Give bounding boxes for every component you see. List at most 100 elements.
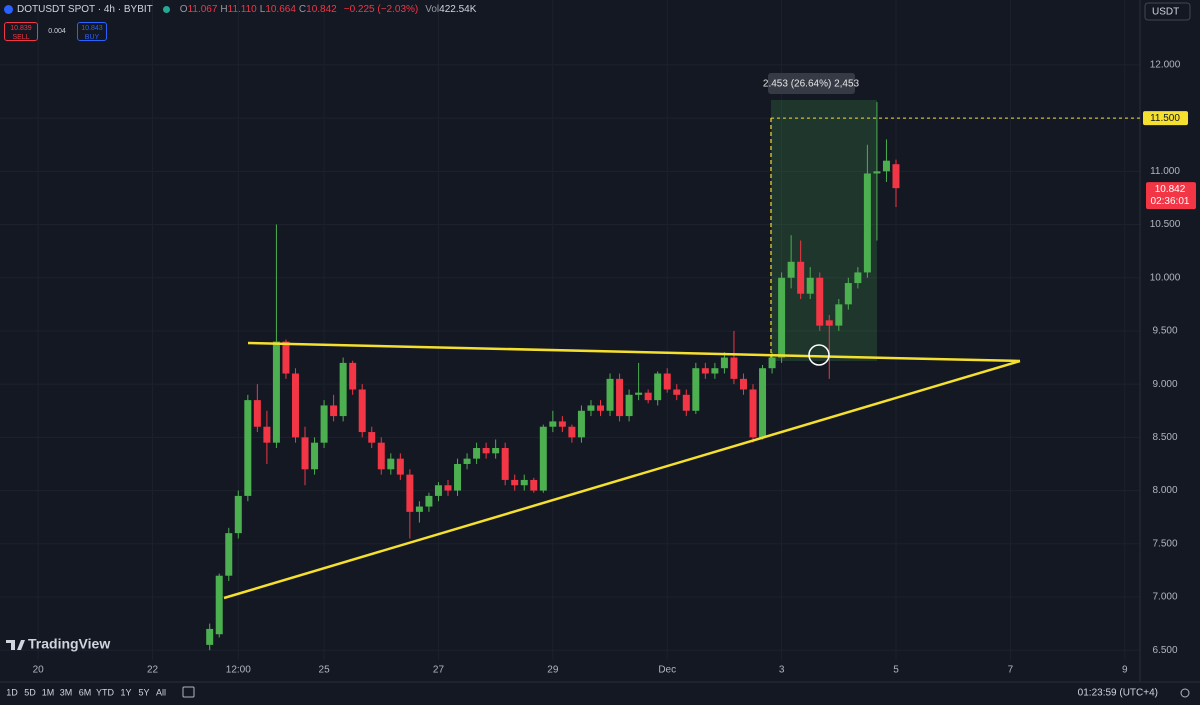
candle-body (396, 458, 404, 475)
logo-icon (6, 640, 25, 650)
candle-body (635, 392, 643, 395)
measure-label-box (768, 73, 855, 94)
candle-body (616, 378, 624, 417)
settings-icon[interactable] (1180, 688, 1190, 698)
range-button[interactable]: 5Y (138, 687, 149, 697)
y-tick-label: 10.000 (1150, 272, 1181, 283)
y-tick-label: 8.500 (1152, 432, 1177, 443)
range-button[interactable]: 5D (24, 687, 36, 697)
ohlc-key: C (298, 4, 307, 15)
candle-body (206, 628, 214, 645)
candle-body (673, 389, 681, 395)
range-button[interactable]: 1M (42, 687, 55, 697)
x-tick-label: 9 (1122, 665, 1128, 676)
currency[interactable]: USDT (1152, 7, 1179, 18)
candle-body (339, 362, 347, 417)
highlight-circle (808, 344, 830, 366)
calendar-icon[interactable] (182, 686, 195, 698)
sell-label: SELL (12, 34, 30, 41)
candle-body (587, 405, 595, 411)
candle-body (463, 458, 471, 464)
buy-button[interactable]: 10.843 BUY (77, 22, 107, 41)
ohlc-value: 10.664 (265, 4, 296, 15)
candle-body (825, 320, 833, 326)
currency-box[interactable] (1144, 2, 1191, 21)
x-tick-label: Dec (658, 665, 676, 676)
candle-body (597, 405, 605, 411)
x-tick-label: 27 (433, 665, 445, 676)
candle-body (797, 261, 805, 294)
candle-body (358, 389, 366, 433)
candle-body (253, 400, 261, 427)
toolbar: 1D 5D 1M 3M 6M YTD 1Y 5Y All (6, 687, 166, 697)
candle-body (682, 394, 690, 411)
y-tick-label: 8.000 (1152, 485, 1177, 496)
candle-body (454, 463, 462, 491)
candle-body (778, 277, 786, 358)
candle-body (568, 426, 576, 438)
candle-body (854, 272, 862, 284)
candle-body (739, 378, 747, 390)
candle-body (415, 506, 423, 512)
clock: 01:23:59 (UTC+4) (1078, 688, 1158, 699)
measure-box (771, 100, 877, 361)
ohlc-key: L (259, 4, 266, 15)
header: DOTUSDT SPOT · 4h · BYBIT O11.067 H11.110… (4, 4, 479, 15)
range-button[interactable]: YTD (96, 687, 115, 697)
candle-body (759, 368, 767, 438)
candle-body (434, 485, 442, 496)
x-tick-label: 25 (319, 665, 331, 676)
x-tick-label: 12:00 (226, 665, 251, 676)
ohlc-key: O (179, 4, 188, 15)
ohlc-value: 11.110 (227, 4, 257, 15)
sell-button[interactable]: 10.839 SELL (4, 22, 38, 41)
change: −0.225 (−2.03%) (343, 4, 419, 15)
x-tick-label: 5 (893, 665, 899, 676)
x-tick-label: 29 (547, 665, 559, 676)
candle-body (663, 373, 671, 390)
candle-body (377, 442, 385, 470)
candle-body (577, 410, 585, 438)
status-dot (162, 6, 170, 13)
candle-body (311, 442, 319, 470)
candle-body (225, 533, 233, 576)
candle-body (806, 277, 814, 294)
candle-body (720, 357, 728, 369)
candle-body (863, 173, 871, 273)
candle-body (835, 304, 843, 326)
x-tick-label: 22 (147, 665, 159, 676)
candle-body (549, 421, 557, 427)
logo: TradingView (6, 636, 110, 652)
range-button[interactable]: 1D (6, 687, 18, 697)
sell-price: 10.839 (10, 25, 32, 32)
ohlc-value: 11.067 (187, 4, 218, 15)
countdown: 02:36:01 (1151, 196, 1190, 207)
candle-body (263, 426, 271, 443)
candle-body (387, 458, 395, 470)
candle-body (816, 277, 824, 326)
candle-body (320, 405, 328, 443)
logo-text: TradingView (28, 636, 110, 652)
symbol[interactable]: DOTUSDT SPOT · 4h · BYBIT (17, 4, 153, 15)
range-button[interactable]: All (156, 687, 166, 697)
candle-body (882, 160, 890, 172)
range-button[interactable]: 3M (60, 687, 73, 697)
spread: 0.004 (48, 28, 66, 35)
candle-body (711, 368, 719, 374)
range-button[interactable]: 6M (79, 687, 92, 697)
candle-body (482, 448, 490, 454)
support-line (223, 359, 1021, 600)
candle-body (234, 495, 242, 534)
price-line-tag (1143, 111, 1188, 126)
y-tick-label: 7.500 (1152, 538, 1177, 549)
buy-price: 10.843 (81, 25, 103, 32)
ohlc: O11.067 H11.110 L10.664 C10.842 (180, 4, 340, 15)
range-button[interactable]: 1Y (120, 687, 131, 697)
candles (206, 102, 900, 651)
candle-body (520, 479, 528, 486)
y-tick-label: 11.000 (1150, 166, 1180, 177)
candle-body (787, 261, 795, 278)
grid (0, 0, 1140, 660)
candle-body (873, 171, 881, 174)
